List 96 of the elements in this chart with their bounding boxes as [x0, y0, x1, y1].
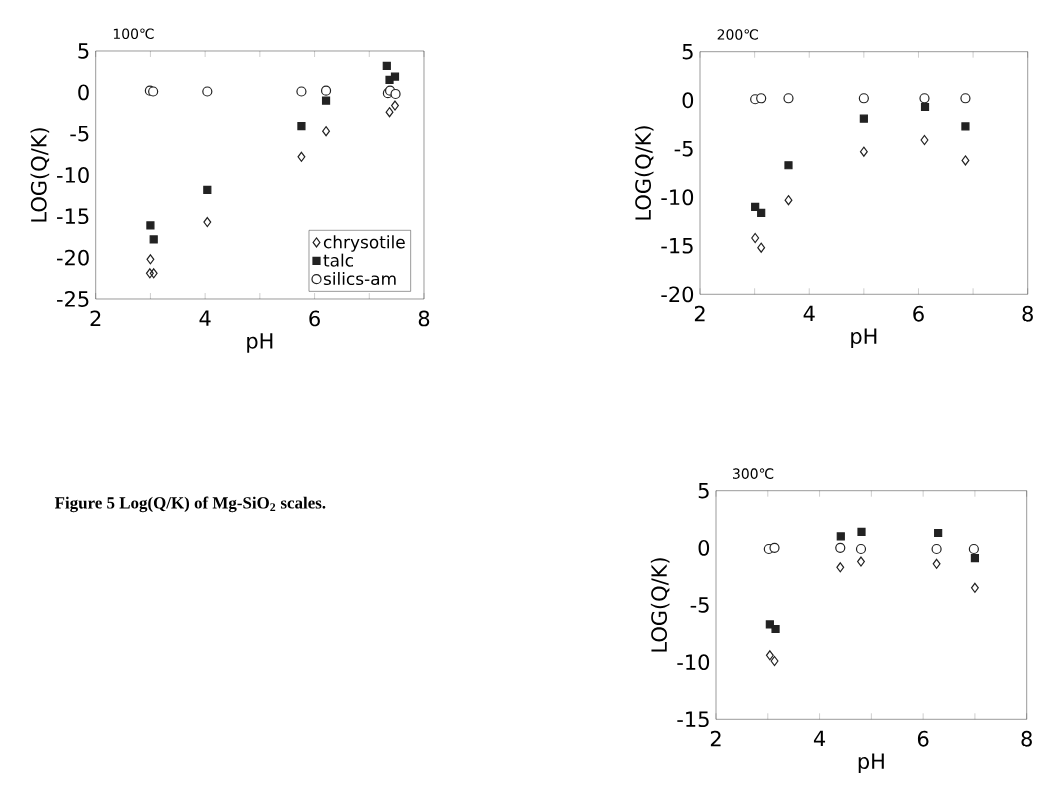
- y-tick-label: 0: [698, 539, 710, 556]
- y-tick-label: 5: [682, 43, 693, 60]
- y-axis-title: LOG(Q/K): [650, 558, 670, 652]
- x-tick-label: 6: [917, 730, 929, 747]
- point: [859, 114, 868, 123]
- y-tick-label: -15: [677, 711, 709, 728]
- x-tick-label: 4: [199, 310, 211, 326]
- point: [970, 582, 979, 593]
- point: [751, 202, 760, 212]
- point: [932, 558, 941, 569]
- y-tick-label: 5: [78, 43, 89, 59]
- x-tick-label: 8: [1021, 730, 1032, 747]
- y-tick-label: 5: [698, 482, 709, 499]
- point: [203, 185, 212, 194]
- y-tick-label: 0: [682, 92, 694, 109]
- legend-label: chrysotile: [323, 235, 405, 252]
- y-tick-label: -15: [661, 238, 693, 254]
- point: [855, 543, 867, 555]
- point: [968, 543, 979, 555]
- point: [769, 542, 780, 553]
- point: [149, 235, 158, 244]
- chart-title: 200℃: [717, 29, 758, 40]
- x-tick-label: 6: [913, 305, 924, 322]
- point: [858, 93, 869, 104]
- point: [321, 96, 331, 105]
- y-tick-label: -25: [57, 291, 89, 307]
- y-tick-label: -10: [57, 167, 89, 183]
- point: [960, 93, 971, 104]
- point: [202, 86, 213, 97]
- point: [385, 107, 394, 118]
- y-tick-label: -10: [677, 654, 710, 671]
- legend-label: silics-am: [323, 271, 396, 286]
- point: [297, 122, 306, 131]
- x-axis-title: pH: [851, 328, 877, 349]
- point: [297, 151, 306, 162]
- point: [148, 86, 159, 97]
- point: [931, 543, 942, 555]
- y-tick-label: -20: [661, 286, 694, 303]
- y-tick-label: -5: [690, 597, 709, 613]
- point: [145, 268, 154, 279]
- point: [390, 72, 400, 81]
- point: [756, 93, 767, 104]
- chart-title: 300℃: [733, 468, 774, 479]
- x-tick-label: 8: [1022, 305, 1033, 322]
- point: [970, 554, 980, 563]
- y-tick-label: -15: [57, 208, 89, 225]
- caption: Figure 5 Log(Q/K) of Mg-SiO$_{2}$ scales.: [54, 496, 326, 513]
- y-tick-label: -20: [57, 249, 89, 266]
- x-tick-label: 4: [803, 305, 815, 322]
- point: [757, 208, 766, 217]
- y-tick-label: -5: [674, 140, 693, 157]
- point: [390, 88, 401, 100]
- x-tick-label: 4: [813, 730, 826, 747]
- point: [146, 221, 155, 230]
- x-axis-title: pH: [247, 333, 273, 353]
- y-axis-title: LOG(Q/K): [634, 126, 654, 220]
- x-axis-title: pH: [858, 753, 884, 774]
- y-axis-title: LOG(Q/K): [30, 128, 50, 222]
- point: [920, 134, 929, 146]
- point: [149, 268, 158, 279]
- point: [751, 232, 760, 244]
- point: [835, 542, 846, 553]
- x-tick-label: 8: [418, 310, 430, 327]
- point: [146, 254, 155, 265]
- point: [784, 195, 793, 206]
- x-tick-label: 2: [90, 310, 101, 327]
- point: [836, 562, 845, 573]
- point: [391, 100, 399, 111]
- point: [203, 217, 212, 228]
- x-tick-label: 2: [710, 730, 721, 747]
- point: [961, 155, 970, 166]
- point: [320, 85, 332, 96]
- point: [296, 86, 307, 97]
- point: [322, 126, 331, 137]
- point: [783, 93, 794, 104]
- point: [934, 528, 943, 538]
- point: [771, 624, 780, 634]
- point: [784, 161, 793, 170]
- chart-title: 100℃: [113, 28, 154, 40]
- point: [919, 93, 930, 104]
- y-tick-label: 0: [78, 84, 89, 101]
- point: [382, 61, 391, 70]
- x-tick-label: 6: [309, 310, 320, 327]
- point: [857, 527, 866, 536]
- point: [836, 532, 845, 541]
- point: [857, 556, 865, 567]
- legend-label: talc: [323, 253, 353, 267]
- point: [859, 146, 868, 157]
- point: [770, 655, 779, 667]
- point: [920, 102, 930, 112]
- y-tick-label: -10: [661, 189, 694, 206]
- y-tick-label: -5: [70, 125, 89, 142]
- point: [961, 122, 970, 131]
- x-tick-label: 2: [694, 305, 705, 322]
- point: [757, 242, 766, 253]
- point: [765, 650, 774, 661]
